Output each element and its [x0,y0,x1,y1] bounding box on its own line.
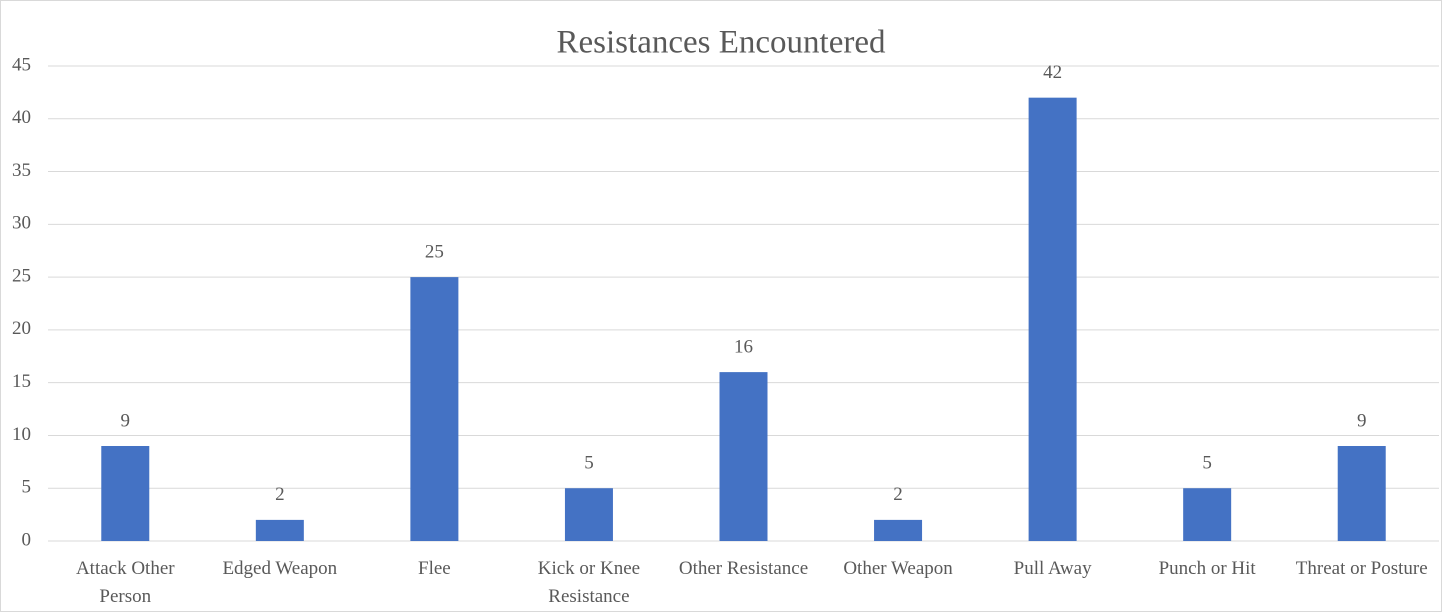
x-tick-label: Edged Weapon [222,558,338,579]
x-tick-label: Kick or Knee Resistance [537,558,641,607]
data-label: 5 [1202,453,1212,474]
x-tick-label: Attack Other Person [75,558,175,607]
bar [874,519,923,541]
y-tick-label: 15 [12,371,31,392]
x-tick-label: Other Resistance [678,558,809,579]
y-tick-label: 25 [12,265,31,286]
y-tick-label: 40 [12,107,31,128]
x-tick-label: Threat or Posture [1295,558,1428,579]
bar [255,519,304,541]
x-tick-label: Punch or Hit [1158,558,1256,579]
chart-title: Resistances Encountered [557,25,886,61]
bar [1337,446,1386,541]
y-tick-label: 45 [12,54,31,75]
x-tick-label: Flee [418,558,451,579]
bar [410,277,459,541]
y-tick-label: 20 [12,318,31,339]
bar [101,446,150,541]
y-tick-label: 35 [12,160,31,181]
y-tick-label: 30 [12,213,31,234]
data-label: 2 [893,484,903,505]
x-tick-label: Other Weapon [843,558,953,579]
bar [1183,488,1232,541]
bar [1028,97,1077,542]
data-label: 5 [584,453,594,474]
data-label: 2 [275,484,285,505]
bar [719,372,768,541]
data-label: 9 [1357,410,1367,431]
x-tick-label: Pull Away [1013,558,1092,579]
data-label: 42 [1043,62,1062,83]
data-label: 25 [425,241,444,262]
data-label: 16 [734,336,753,357]
y-tick-label: 0 [22,529,32,550]
y-tick-label: 5 [22,477,32,498]
bar [564,488,613,541]
data-label: 9 [121,410,131,431]
y-tick-label: 10 [12,424,31,445]
